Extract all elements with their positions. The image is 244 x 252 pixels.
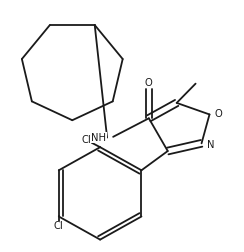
Text: O: O xyxy=(215,109,223,119)
Text: Cl: Cl xyxy=(81,135,91,145)
Text: N: N xyxy=(206,140,214,149)
Text: Cl: Cl xyxy=(54,221,64,231)
Text: O: O xyxy=(145,78,153,88)
Text: NH: NH xyxy=(91,133,106,143)
